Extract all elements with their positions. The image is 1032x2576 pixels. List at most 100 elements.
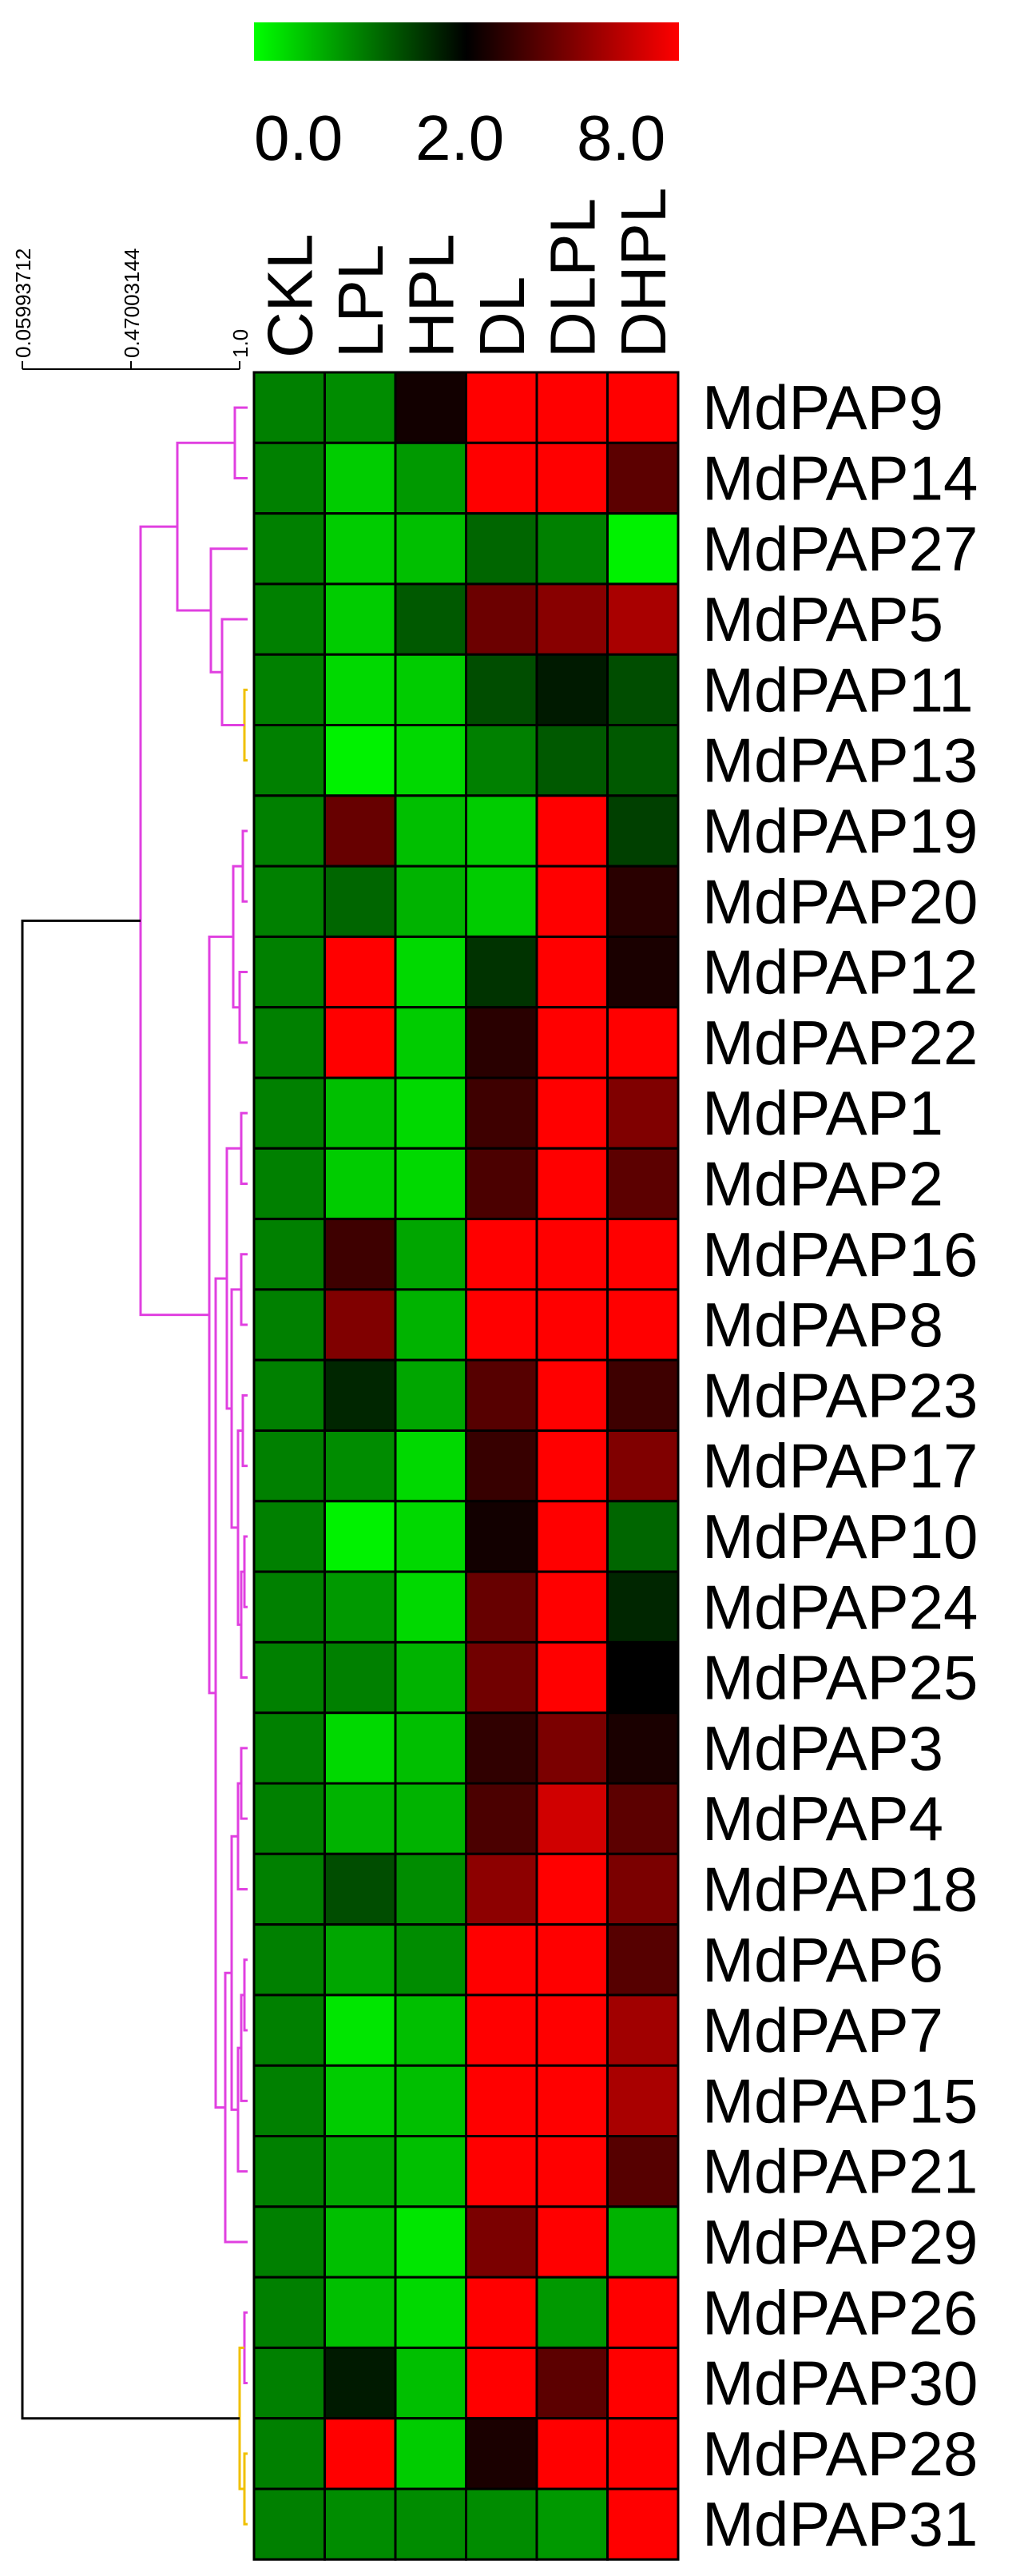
heatmap-cell [535, 1288, 609, 1362]
heatmap-cell [606, 2276, 680, 2349]
row-label: MdPAP5 [702, 584, 943, 654]
heatmap-cell [606, 1147, 680, 1221]
heatmap-cell [535, 2487, 609, 2561]
heatmap-cell [465, 724, 538, 797]
heatmap-cell [394, 1076, 467, 1150]
heatmap-cell [323, 1711, 397, 1785]
heatmap-cell [535, 2346, 609, 2420]
column-label: DHPL [608, 188, 679, 358]
heatmap-cell [323, 653, 397, 727]
dendrogram-branch [176, 441, 235, 612]
row-label: MdPAP8 [702, 1290, 943, 1360]
heatmap-cell [535, 371, 609, 444]
heatmap-cell [323, 1500, 397, 1573]
row-label: MdPAP10 [702, 1501, 978, 1572]
heatmap-cell [535, 794, 609, 868]
heatmap-cell [252, 1147, 326, 1221]
heatmap-cell [535, 935, 609, 1009]
row-label: MdPAP16 [702, 1219, 978, 1290]
heatmap-cell [606, 2205, 680, 2279]
heatmap-cell [252, 794, 326, 868]
heatmap-cell [606, 724, 680, 797]
column-label: HPL [395, 233, 466, 358]
heatmap-cell [535, 1640, 609, 1715]
row-label: MdPAP30 [702, 2348, 978, 2419]
dendrogram-branch [230, 1288, 241, 1529]
heatmap-cell [323, 1570, 397, 1644]
row-label: MdPAP12 [702, 937, 978, 1008]
heatmap-cell [465, 1218, 538, 1291]
heatmap-cell [394, 2417, 467, 2491]
heatmap-cell [465, 1429, 538, 1503]
scale-tick-label-1: 2.0 [415, 102, 504, 173]
heatmap-cell [252, 724, 326, 797]
heatmap-cell [465, 1288, 538, 1362]
heatmap-cell [394, 1923, 467, 1997]
heatmap-cell [394, 1782, 467, 1855]
heatmap-cell [606, 1852, 680, 1926]
heatmap-cell [606, 1218, 680, 1291]
heatmap-cell [252, 2276, 326, 2349]
column-label: LPL [325, 244, 396, 358]
row-labels: MdPAP9MdPAP14MdPAP27MdPAP5MdPAP11MdPAP13… [702, 372, 978, 2559]
heatmap-cell [606, 1711, 680, 1785]
heatmap-cell [465, 865, 538, 938]
heatmap-cell [465, 2346, 538, 2420]
heatmap-cell [535, 441, 609, 515]
heatmap-cell [252, 1570, 326, 1644]
scale-tick-label-0: 0.0 [254, 102, 343, 173]
heatmap-cell [606, 1570, 680, 1644]
heatmap-cell [535, 1852, 609, 1926]
heatmap-cell [606, 794, 680, 868]
heatmap-cell [606, 1076, 680, 1150]
heatmap-cell [394, 1218, 467, 1291]
heatmap-cell [535, 512, 609, 586]
dendrogram-branch [240, 1111, 248, 1185]
heatmap-cell [323, 2417, 397, 2491]
heatmap-cell [252, 582, 326, 656]
heatmap-cell [465, 794, 538, 868]
heatmap-cell [323, 1076, 397, 1150]
heatmap-cell [252, 1006, 326, 1079]
heatmap-cell [323, 1147, 397, 1221]
heatmap-cell [465, 935, 538, 1009]
heatmap-cell [606, 865, 680, 938]
heatmap-cell [535, 582, 609, 656]
row-label: MdPAP21 [702, 2137, 978, 2207]
tree-tick-label-1: 0.47003144 [120, 248, 144, 358]
heatmap-cell [323, 2064, 397, 2137]
heatmap-cell [323, 1006, 397, 1079]
heatmap-cell [252, 2064, 326, 2137]
color-scale-bar [254, 22, 679, 61]
heatmap-cell [323, 441, 397, 515]
scale-tick-label-2: 8.0 [577, 102, 665, 173]
heatmap-cell [606, 1640, 680, 1715]
dendrogram-branch [232, 865, 243, 1009]
heatmap-cell [394, 1994, 467, 2067]
heatmap-cell [394, 653, 467, 727]
heatmap-cell [465, 1358, 538, 1432]
heatmap-cell [535, 2205, 609, 2279]
color-scale-legend: 0.0 2.0 8.0 [254, 22, 679, 173]
heatmap-cell [252, 1782, 326, 1855]
row-label: MdPAP20 [702, 866, 978, 936]
heatmap-cell [535, 1147, 609, 1221]
heatmap-cell [606, 1358, 680, 1432]
heatmap-cell [323, 1429, 397, 1503]
dendrogram-branch [139, 525, 209, 1317]
heatmap-cell [252, 865, 326, 938]
heatmap-cell [535, 1711, 609, 1785]
row-label: MdPAP26 [702, 2277, 978, 2347]
heatmap-cell [323, 2276, 397, 2349]
dendrogram-branch [209, 547, 248, 674]
heatmap-cell [465, 2417, 538, 2491]
heatmap-cell [252, 1640, 326, 1715]
heatmap-cell [465, 1147, 538, 1221]
row-label: MdPAP2 [702, 1149, 943, 1219]
heatmap-cell [535, 1006, 609, 1079]
heatmap-cell [252, 371, 326, 444]
heatmap-cell [465, 582, 538, 656]
heatmap-cell [394, 865, 467, 938]
heatmap-cell [323, 371, 397, 444]
heatmap-cell [465, 653, 538, 727]
